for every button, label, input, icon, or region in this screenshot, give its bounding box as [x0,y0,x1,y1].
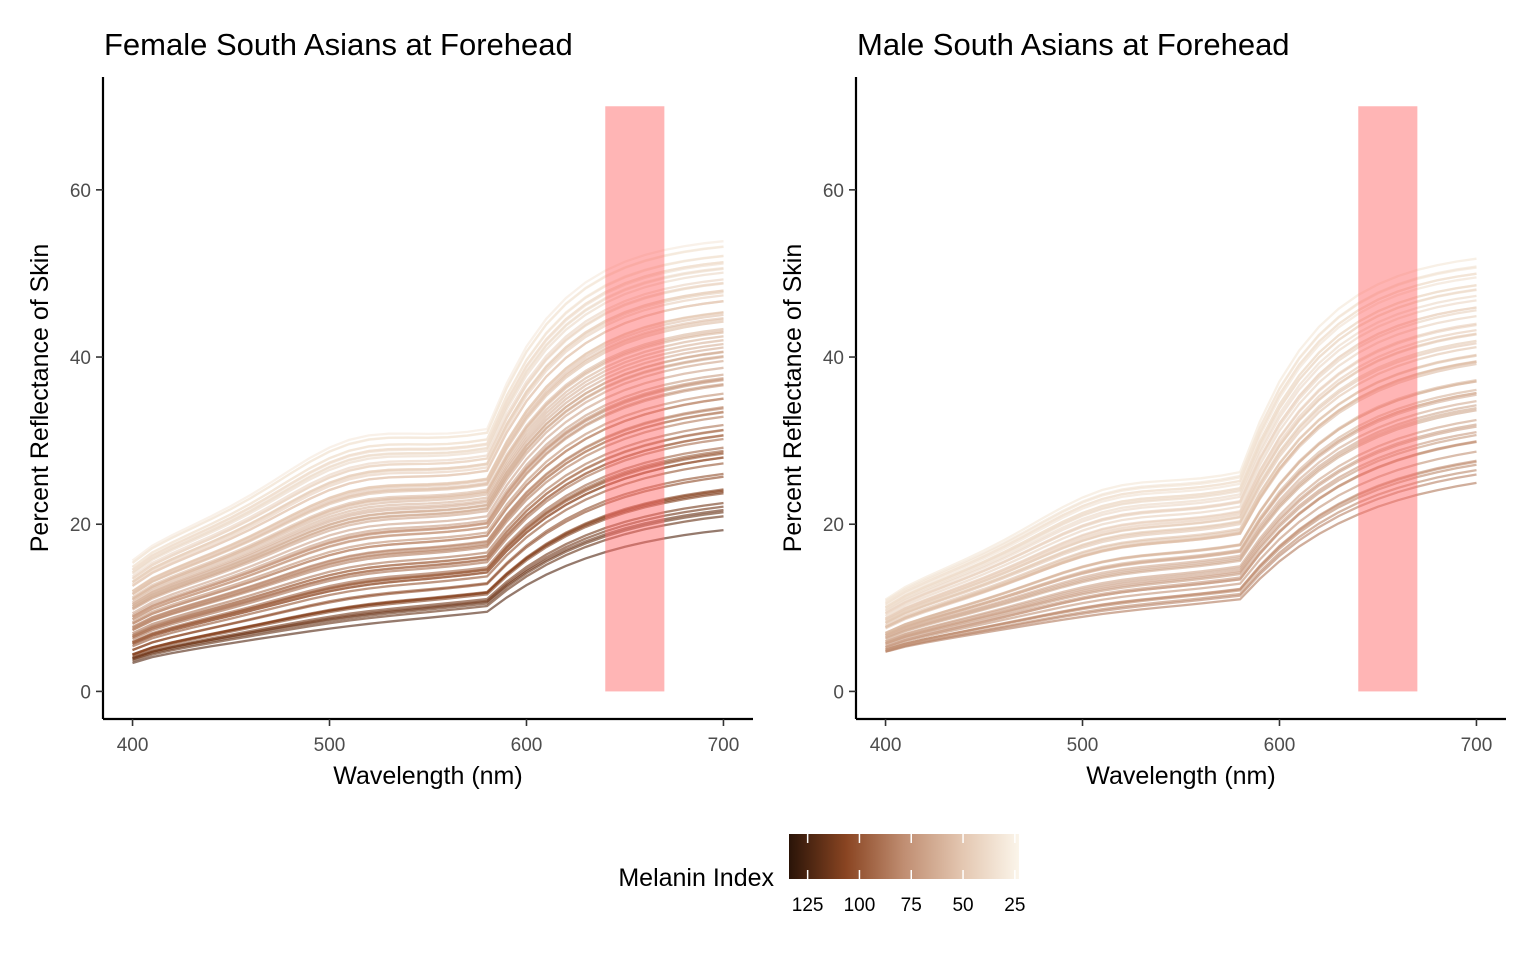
panel-title-male: Male South Asians at Forehead [857,27,1290,62]
legend-tick-label: 25 [1004,895,1025,916]
y-tick-label: 60 [823,181,844,202]
y-tick-label: 0 [80,682,91,703]
legend-colorbar [789,834,1019,879]
highlight-band-male [1358,106,1418,692]
y-tick-label: 20 [70,515,91,536]
x-axis-title-female: Wavelength (nm) [333,762,522,790]
x-tick-label: 600 [511,735,543,756]
legend-ticks: 125 100 75 50 25 [792,834,1025,916]
x-tick-label: 400 [117,735,149,756]
y-tick-label: 40 [70,348,91,369]
panel-male: Male South Asians at Forehead 400 500 600 7… [779,27,1506,790]
panel-female: Female South Asians at Forehead 400 500 60… [26,27,753,790]
y-tick-label: 20 [823,515,844,536]
y-axis-title-male: Percent Reflectance of Skin [779,244,807,553]
legend-tick-label: 100 [844,895,876,916]
x-tick-label: 700 [708,735,740,756]
legend-tick-label: 75 [901,895,922,916]
y-tick-label: 40 [823,348,844,369]
legend: Melanin Index 125 100 75 50 25 [618,834,1025,916]
legend-tick-label: 125 [792,895,824,916]
panel-title-female: Female South Asians at Forehead [104,27,573,62]
y-tick-label: 60 [70,181,91,202]
x-tick-label: 600 [1264,735,1296,756]
highlight-band-female [605,106,665,692]
x-tick-label: 500 [1067,735,1099,756]
axes-female: 400 500 600 700 0 20 40 60 [70,77,753,756]
x-tick-label: 400 [870,735,902,756]
axes-male: 400 500 600 700 0 20 40 60 [823,77,1506,756]
y-axis-title-female: Percent Reflectance of Skin [26,244,54,553]
legend-tick-label: 50 [952,895,973,916]
legend-title: Melanin Index [618,864,774,892]
x-axis-title-male: Wavelength (nm) [1086,762,1275,790]
y-tick-label: 0 [833,682,844,703]
x-tick-label: 700 [1461,735,1493,756]
x-tick-label: 500 [314,735,346,756]
